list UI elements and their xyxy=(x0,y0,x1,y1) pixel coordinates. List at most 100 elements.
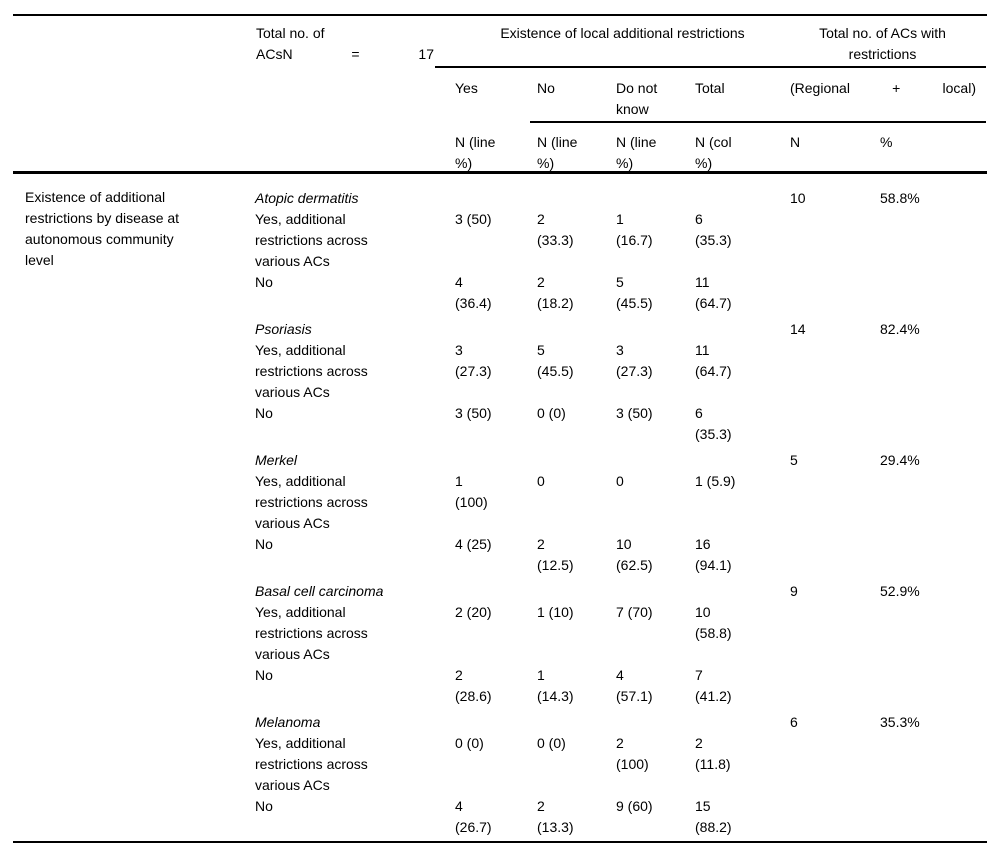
yes-row-label: Yes, additional restrictions across vari… xyxy=(255,342,368,400)
yes-row: Yes, additional restrictions across vari… xyxy=(255,733,1000,796)
acs-with-restrictions-pct: 58.8% xyxy=(880,190,920,206)
disease-name: Atopic dermatitis xyxy=(255,190,359,206)
no-value-no-col: 2 (18.2) xyxy=(537,274,574,311)
no-value-no-col: 0 (0) xyxy=(537,405,566,421)
no-row-label: No xyxy=(255,274,273,290)
measure-pct: % xyxy=(880,134,893,150)
header-total-acs: Total no. of ACsN = 17 xyxy=(256,23,434,65)
acs-with-restrictions-pct: 35.3% xyxy=(880,714,920,730)
no-value-yes-col: 2 (28.6) xyxy=(455,667,492,704)
yes-value-dnk-col: 3 (27.3) xyxy=(616,342,653,379)
measure-no: N (line %) xyxy=(537,134,578,171)
disease-section: Basal cell carcinoma 9 52.9% Yes, additi… xyxy=(255,581,1000,707)
yes-value-no-col: 5 (45.5) xyxy=(537,342,574,379)
yes-row-label: Yes, additional restrictions across vari… xyxy=(255,473,368,531)
disease-name: Melanoma xyxy=(255,714,321,730)
regional-part: (Regional xyxy=(790,80,850,96)
measure-dnk: N (line %) xyxy=(616,134,657,171)
yes-value-total-col: 1 (5.9) xyxy=(695,473,736,489)
plus-part: + xyxy=(892,80,901,96)
no-value-total-col: 11 (64.7) xyxy=(695,274,732,311)
col-header-no: No xyxy=(537,80,555,96)
yes-value-yes-col: 2 (20) xyxy=(455,604,492,620)
no-value-dnk-col: 5 (45.5) xyxy=(616,274,653,311)
header-total-acs-line2: ACsN = 17 xyxy=(256,44,434,65)
yes-value-total-col: 11 (64.7) xyxy=(695,342,732,379)
no-row: No 4 (36.4) 2 (18.2) 5 (45.5) 11 (64.7) xyxy=(255,272,1000,314)
no-row-label: No xyxy=(255,798,273,814)
yes-value-total-col: 2 (11.8) xyxy=(695,735,731,772)
group-header-total-acs-restrictions: Total no. of ACs with restrictions xyxy=(819,25,946,62)
local-part: local) xyxy=(942,80,976,96)
disease-section: Melanoma 6 35.3% Yes, additional restric… xyxy=(255,712,1000,838)
yes-value-total-col: 6 (35.3) xyxy=(695,211,732,248)
table-body: Existence of additional restrictions by … xyxy=(0,183,1000,838)
yes-row: Yes, additional restrictions across vari… xyxy=(255,471,1000,534)
no-row: No 4 (25) 2 (12.5) 10 (62.5) 16 (94.1) xyxy=(255,534,1000,576)
no-value-no-col: 1 (14.3) xyxy=(537,667,574,704)
row-header: Existence of additional restrictions by … xyxy=(25,189,180,268)
disease-row: Melanoma 6 35.3% xyxy=(255,712,1000,733)
no-value-dnk-col: 9 (60) xyxy=(616,798,653,814)
measures-row: N (line %) N (line %) N (line %) N (col … xyxy=(0,132,1000,174)
acs-with-restrictions-n: 9 xyxy=(790,583,798,599)
acs-with-restrictions-pct: 52.9% xyxy=(880,583,920,599)
no-value-dnk-col: 10 (62.5) xyxy=(616,536,653,573)
yes-row-label: Yes, additional restrictions across vari… xyxy=(255,604,368,662)
yes-value-no-col: 1 (10) xyxy=(537,604,574,620)
header-17: 17 xyxy=(418,46,434,62)
no-value-yes-col: 3 (50) xyxy=(455,405,492,421)
rule-top xyxy=(13,14,987,16)
disease-row: Merkel 5 29.4% xyxy=(255,450,1000,471)
rule-bottom xyxy=(13,841,987,843)
acs-with-restrictions-n: 6 xyxy=(790,714,798,730)
header-equals: = xyxy=(351,46,360,62)
yes-value-no-col: 2 (33.3) xyxy=(537,211,574,248)
rule-under-subheader xyxy=(530,121,986,123)
yes-value-yes-col: 1 (100) xyxy=(455,473,488,510)
measure-n: N xyxy=(790,134,801,150)
acs-with-restrictions-n: 14 xyxy=(790,321,806,337)
no-value-total-col: 7 (41.2) xyxy=(695,667,732,704)
disease-name: Merkel xyxy=(255,452,298,468)
no-value-no-col: 2 (12.5) xyxy=(537,536,574,573)
yes-value-dnk-col: 7 (70) xyxy=(616,604,653,620)
yes-value-yes-col: 0 (0) xyxy=(455,735,484,751)
yes-value-no-col: 0 (0) xyxy=(537,735,566,751)
disease-row: Psoriasis 14 82.4% xyxy=(255,319,1000,340)
col-header-yes: Yes xyxy=(455,80,478,96)
disease-section: Merkel 5 29.4% Yes, additional restricti… xyxy=(255,450,1000,576)
yes-row: Yes, additional restrictions across vari… xyxy=(255,209,1000,272)
yes-value-dnk-col: 2 (100) xyxy=(616,735,649,772)
rule-under-groups xyxy=(435,66,986,68)
no-value-no-col: 2 (13.3) xyxy=(537,798,574,835)
col-header-do-not-know: Do not know xyxy=(616,80,658,117)
no-value-total-col: 6 (35.3) xyxy=(695,405,732,442)
acs-with-restrictions-pct: 29.4% xyxy=(880,452,920,468)
no-row: No 2 (28.6) 1 (14.3) 4 (57.1) 7 (41.2) xyxy=(255,665,1000,707)
yes-value-dnk-col: 0 xyxy=(616,473,624,489)
no-row: No 4 (26.7) 2 (13.3) 9 (60) 15 (88.2) xyxy=(255,796,1000,838)
no-value-yes-col: 4 (26.7) xyxy=(455,798,492,835)
no-row-label: No xyxy=(255,667,273,683)
no-value-total-col: 16 (94.1) xyxy=(695,536,732,573)
col-header-regional-local: (Regional + local) xyxy=(790,78,976,99)
col-header-total: Total xyxy=(695,80,725,96)
group-header-local-restrictions: Existence of local additional restrictio… xyxy=(500,25,745,41)
yes-row: Yes, additional restrictions across vari… xyxy=(255,340,1000,403)
yes-value-dnk-col: 1 (16.7) xyxy=(616,211,653,248)
yes-value-total-col: 10 (58.8) xyxy=(695,604,732,641)
measure-yes: N (line %) xyxy=(455,134,496,171)
rule-header-bottom xyxy=(13,171,987,174)
no-value-yes-col: 4 (36.4) xyxy=(455,274,492,311)
disease-row: Atopic dermatitis 10 58.8% xyxy=(255,188,1000,209)
no-value-dnk-col: 4 (57.1) xyxy=(616,667,653,704)
disease-name: Psoriasis xyxy=(255,321,312,337)
disease-name: Basal cell carcinoma xyxy=(255,583,384,599)
yes-row-label: Yes, additional restrictions across vari… xyxy=(255,211,368,269)
acs-with-restrictions-n: 5 xyxy=(790,452,798,468)
disease-section: Psoriasis 14 82.4% Yes, additional restr… xyxy=(255,319,1000,445)
acs-with-restrictions-pct: 82.4% xyxy=(880,321,920,337)
yes-value-no-col: 0 xyxy=(537,473,545,489)
